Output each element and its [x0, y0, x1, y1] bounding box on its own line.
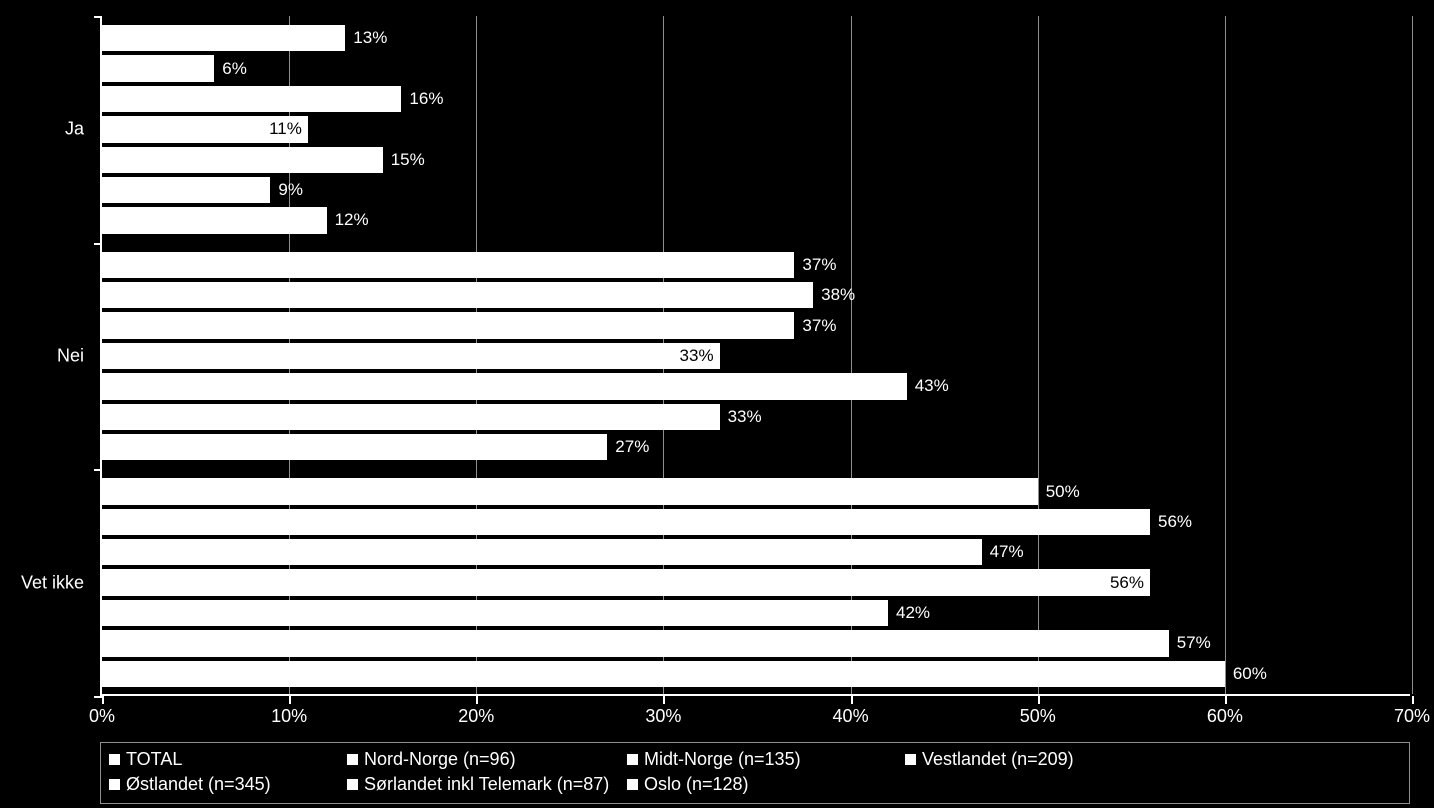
bar-value-label: 12% [335, 210, 369, 230]
legend-item: Oslo (n=128) [627, 772, 905, 797]
bar [102, 147, 383, 173]
bar [102, 434, 607, 460]
bar [102, 207, 327, 233]
x-tick-label: 30% [645, 706, 681, 727]
legend-item: TOTAL [109, 747, 347, 772]
bar [102, 177, 270, 203]
x-tick-label: 10% [271, 706, 307, 727]
x-tick [102, 696, 104, 704]
legend-label: Sørlandet inkl Telemark (n=87) [364, 774, 609, 795]
bar-value-label: 33% [728, 407, 762, 427]
y-category-label: Nei [57, 346, 84, 367]
gridline [1225, 16, 1226, 694]
bar [102, 86, 401, 112]
legend-label: Nord-Norge (n=96) [364, 749, 516, 770]
bar [102, 661, 1225, 687]
bar-value-label: 6% [222, 59, 247, 79]
bar-value-label: 56% [1110, 573, 1144, 593]
bar [102, 404, 720, 430]
plot-area: 0%10%20%30%40%50%60%70%Ja13%6%16%11%15%9… [100, 16, 1410, 696]
bar [102, 55, 214, 81]
legend-item: Sørlandet inkl Telemark (n=87) [347, 772, 627, 797]
bar [102, 539, 982, 565]
legend-label: TOTAL [126, 749, 182, 770]
x-tick-label: 40% [833, 706, 869, 727]
bar-value-label: 27% [615, 437, 649, 457]
x-tick-label: 70% [1394, 706, 1430, 727]
bar-value-label: 38% [821, 285, 855, 305]
bar [102, 600, 888, 626]
legend-item: Nord-Norge (n=96) [347, 747, 627, 772]
y-tick [94, 469, 102, 471]
legend-swatch [627, 779, 638, 790]
bar [102, 25, 345, 51]
bar [102, 282, 813, 308]
bar-value-label: 37% [802, 255, 836, 275]
bar [102, 569, 1150, 595]
bar-value-label: 60% [1233, 664, 1267, 684]
grouped-bar-chart: 0% 10% 20% 30% 40% 50% 60% 70% Ja 13% 6% 16% 11% 15% 9… [0, 0, 1434, 808]
bar-value-label: 33% [680, 346, 714, 366]
legend-item: Vestlandet (n=209) [905, 747, 1185, 772]
bar-value-label: 43% [915, 376, 949, 396]
legend-item: Midt-Norge (n=135) [627, 747, 905, 772]
bar-value-label: 42% [896, 603, 930, 623]
x-tick [1038, 696, 1040, 704]
x-tick-label: 50% [1020, 706, 1056, 727]
bar-value-label: 11% [269, 119, 302, 139]
bar [102, 509, 1150, 535]
bar-value-label: 16% [409, 89, 443, 109]
gridline [1412, 16, 1413, 694]
x-tick [663, 696, 665, 704]
legend-swatch [347, 754, 358, 765]
legend-swatch [905, 754, 916, 765]
bar-value-label: 37% [802, 316, 836, 336]
legend-swatch [109, 779, 120, 790]
x-tick [289, 696, 291, 704]
x-tick [1412, 696, 1414, 704]
legend-swatch [627, 754, 638, 765]
legend-item: Østlandet (n=345) [109, 772, 347, 797]
legend-label: Oslo (n=128) [644, 774, 749, 795]
bar [102, 312, 794, 338]
legend-label: Midt-Norge (n=135) [644, 749, 801, 770]
y-tick [94, 243, 102, 245]
y-category-label: Vet ikke [21, 572, 84, 593]
bar-value-label: 50% [1046, 482, 1080, 502]
bar [102, 373, 907, 399]
x-tick [476, 696, 478, 704]
legend-label: Østlandet (n=345) [126, 774, 271, 795]
x-tick-label: 20% [458, 706, 494, 727]
bar-value-label: 56% [1158, 512, 1192, 532]
y-tick [94, 16, 102, 18]
bar-value-label: 57% [1177, 633, 1211, 653]
legend-swatch [347, 779, 358, 790]
x-tick-label: 0% [89, 706, 115, 727]
bar [102, 252, 794, 278]
y-category-label: Ja [65, 119, 84, 140]
legend-swatch [109, 754, 120, 765]
x-tick [1225, 696, 1227, 704]
bar [102, 478, 1038, 504]
bar-value-label: 15% [391, 150, 425, 170]
bar-value-label: 47% [990, 542, 1024, 562]
bar [102, 630, 1169, 656]
bar-value-label: 9% [278, 180, 303, 200]
x-tick [851, 696, 853, 704]
x-tick-label: 60% [1207, 706, 1243, 727]
bar [102, 343, 720, 369]
y-tick [94, 696, 102, 698]
legend: TOTAL Nord-Norge (n=96) Midt-Norge (n=135)… [100, 742, 1410, 804]
legend-label: Vestlandet (n=209) [922, 749, 1074, 770]
bar-value-label: 13% [353, 28, 387, 48]
